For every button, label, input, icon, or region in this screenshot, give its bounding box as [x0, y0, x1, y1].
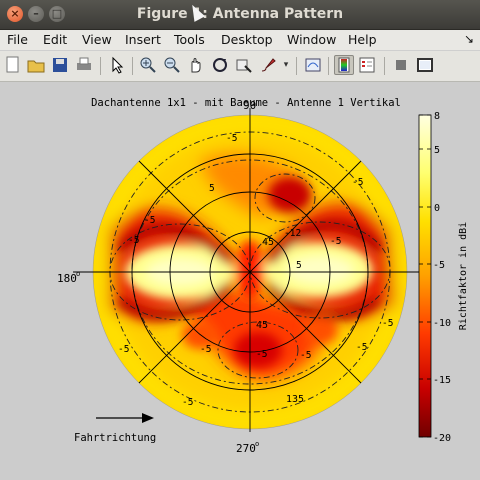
- contour-label: -5: [128, 235, 139, 246]
- menu-file[interactable]: File: [7, 32, 28, 47]
- contour-label: -5: [200, 344, 211, 355]
- polar-antenna-plot: Dachantenne 1x1 - mit Baeume - Antenne 1…: [57, 97, 469, 455]
- direction-label: Fahrtrichtung: [74, 432, 156, 444]
- pan-hand-icon[interactable]: [187, 56, 205, 74]
- colorbar-tick: 5: [434, 145, 440, 156]
- angle-label-90: 90: [243, 99, 256, 112]
- maximize-window-button[interactable]: □: [49, 6, 65, 22]
- toolbar-separator: [384, 57, 385, 75]
- colorbar-tick: -10: [433, 318, 451, 329]
- contour-label: -5: [182, 397, 193, 408]
- toolbar-separator: [132, 57, 133, 75]
- contour-label: -5: [256, 349, 267, 360]
- menu-window[interactable]: Window: [287, 32, 337, 47]
- minimize-window-button[interactable]: –: [28, 6, 44, 22]
- contour-label: -5: [144, 215, 155, 226]
- direction-arrow: [96, 413, 154, 423]
- polar-grid: [73, 108, 427, 432]
- degree-symbol-180: o: [76, 270, 80, 278]
- colorbar-gradient: [418, 114, 432, 438]
- menu-tools[interactable]: Tools: [174, 32, 205, 47]
- contour-label: 5: [296, 260, 302, 271]
- hide-plot-tools-icon[interactable]: [392, 56, 410, 74]
- figure-canvas[interactable]: Dachantenne 1x1 - mit Baeume - Antenne 1…: [0, 82, 480, 480]
- contour-label: -5: [352, 177, 363, 188]
- close-window-button[interactable]: ×: [7, 6, 23, 22]
- colorbar-tick: -20: [433, 433, 451, 444]
- menu-edit[interactable]: Edit: [43, 32, 68, 47]
- zoom-in-icon[interactable]: [139, 56, 157, 74]
- contour-label: 5: [209, 183, 215, 194]
- menu-insert[interactable]: Insert: [125, 32, 161, 47]
- contour-label: -5: [356, 342, 367, 353]
- link-plot-icon[interactable]: [304, 56, 322, 74]
- contour-label: -5: [330, 236, 341, 247]
- colorbar-tick: 8: [434, 111, 440, 122]
- print-icon[interactable]: [75, 56, 93, 74]
- data-cursor-icon[interactable]: [235, 56, 253, 74]
- show-plot-tools-icon[interactable]: [416, 56, 434, 74]
- title-bar: × – □ Figure 1: Antenna Pattern: [0, 0, 480, 30]
- degree-symbol-270: o: [255, 440, 259, 448]
- contour-label: -5: [300, 350, 311, 361]
- zenith-label: 45: [262, 237, 274, 248]
- arrow-select-icon[interactable]: [108, 56, 126, 74]
- toolbar-separator: [296, 57, 297, 75]
- colorbar-tick: -15: [433, 375, 451, 386]
- colorbar-icon[interactable]: [334, 55, 354, 75]
- toolbar-separator: [100, 57, 101, 75]
- zoom-out-icon[interactable]: [163, 56, 181, 74]
- window-title: Figure 1: Antenna Pattern: [136, 6, 344, 22]
- rotate-3d-icon[interactable]: [211, 56, 229, 74]
- colorbar-tick: -5: [433, 260, 445, 271]
- save-icon[interactable]: [51, 56, 69, 74]
- figure-toolbar: ▾: [0, 51, 480, 82]
- zenith-label: 45: [256, 320, 268, 331]
- legend-icon[interactable]: [358, 56, 376, 74]
- menu-help[interactable]: Help: [348, 32, 377, 47]
- open-folder-icon[interactable]: [27, 56, 45, 74]
- new-file-icon[interactable]: [4, 56, 22, 74]
- contour-label: -5: [382, 318, 393, 329]
- angle-label-270: 270: [236, 442, 256, 455]
- angle-label-180: 180: [57, 272, 77, 285]
- contour-label: -5: [118, 344, 129, 355]
- contour-label: -5: [226, 133, 237, 144]
- contour-label: -12: [284, 228, 301, 239]
- brush-icon[interactable]: [259, 56, 277, 74]
- menu-desktop[interactable]: Desktop: [221, 32, 273, 47]
- brush-dropdown-icon[interactable]: ▾: [283, 60, 289, 70]
- plot-title: Dachantenne 1x1 - mit Baeume - Antenne 1…: [91, 97, 401, 109]
- toolbar-separator: [328, 57, 329, 75]
- colorbar-label: Richtfaktor in dBi: [458, 222, 469, 330]
- dock-arrow-icon[interactable]: ↘: [463, 32, 474, 46]
- menu-view[interactable]: View: [82, 32, 112, 47]
- zenith-label: 135: [286, 394, 304, 405]
- colorbar: 8 5 0 -5 -10 -15 -20 Richtfaktor in dBi: [418, 111, 469, 444]
- menu-bar: File Edit View Insert Tools Desktop Wind…: [0, 30, 480, 51]
- colorbar-tick: 0: [434, 203, 440, 214]
